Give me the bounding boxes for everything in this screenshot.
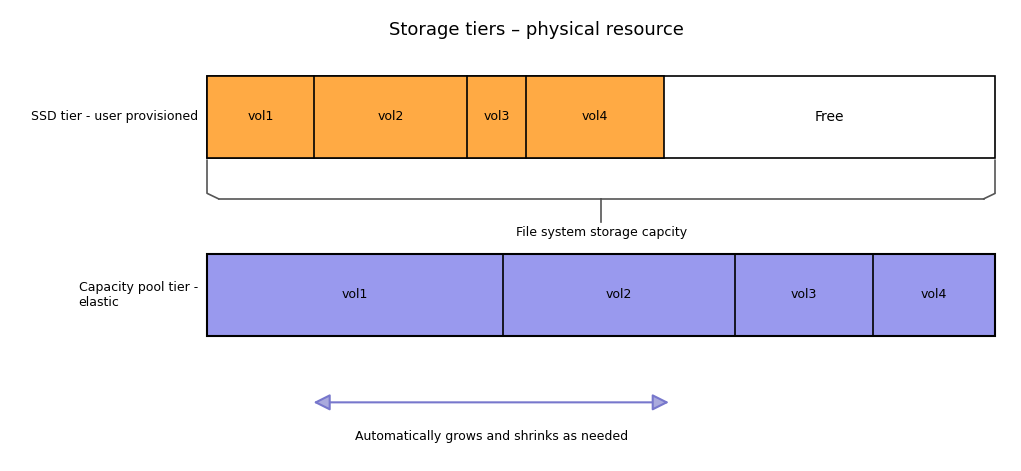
Text: SSD tier - user provisioned: SSD tier - user provisioned <box>31 110 198 123</box>
Text: Free: Free <box>815 110 844 124</box>
Bar <box>207 254 994 336</box>
Bar <box>207 75 994 158</box>
Text: Automatically grows and shrinks as needed: Automatically grows and shrinks as neede… <box>354 430 628 443</box>
Text: vol2: vol2 <box>377 110 403 123</box>
Text: vol2: vol2 <box>605 288 632 301</box>
Text: vol3: vol3 <box>484 110 509 123</box>
Text: vol1: vol1 <box>247 110 274 123</box>
Text: vol3: vol3 <box>791 288 817 301</box>
Text: vol4: vol4 <box>921 288 947 301</box>
Bar <box>207 75 664 158</box>
Text: Storage tiers – physical resource: Storage tiers – physical resource <box>389 21 684 39</box>
Text: vol1: vol1 <box>342 288 369 301</box>
Text: File system storage capcity: File system storage capcity <box>516 227 687 239</box>
Text: Capacity pool tier -
elastic: Capacity pool tier - elastic <box>79 281 198 309</box>
Text: vol4: vol4 <box>582 110 609 123</box>
